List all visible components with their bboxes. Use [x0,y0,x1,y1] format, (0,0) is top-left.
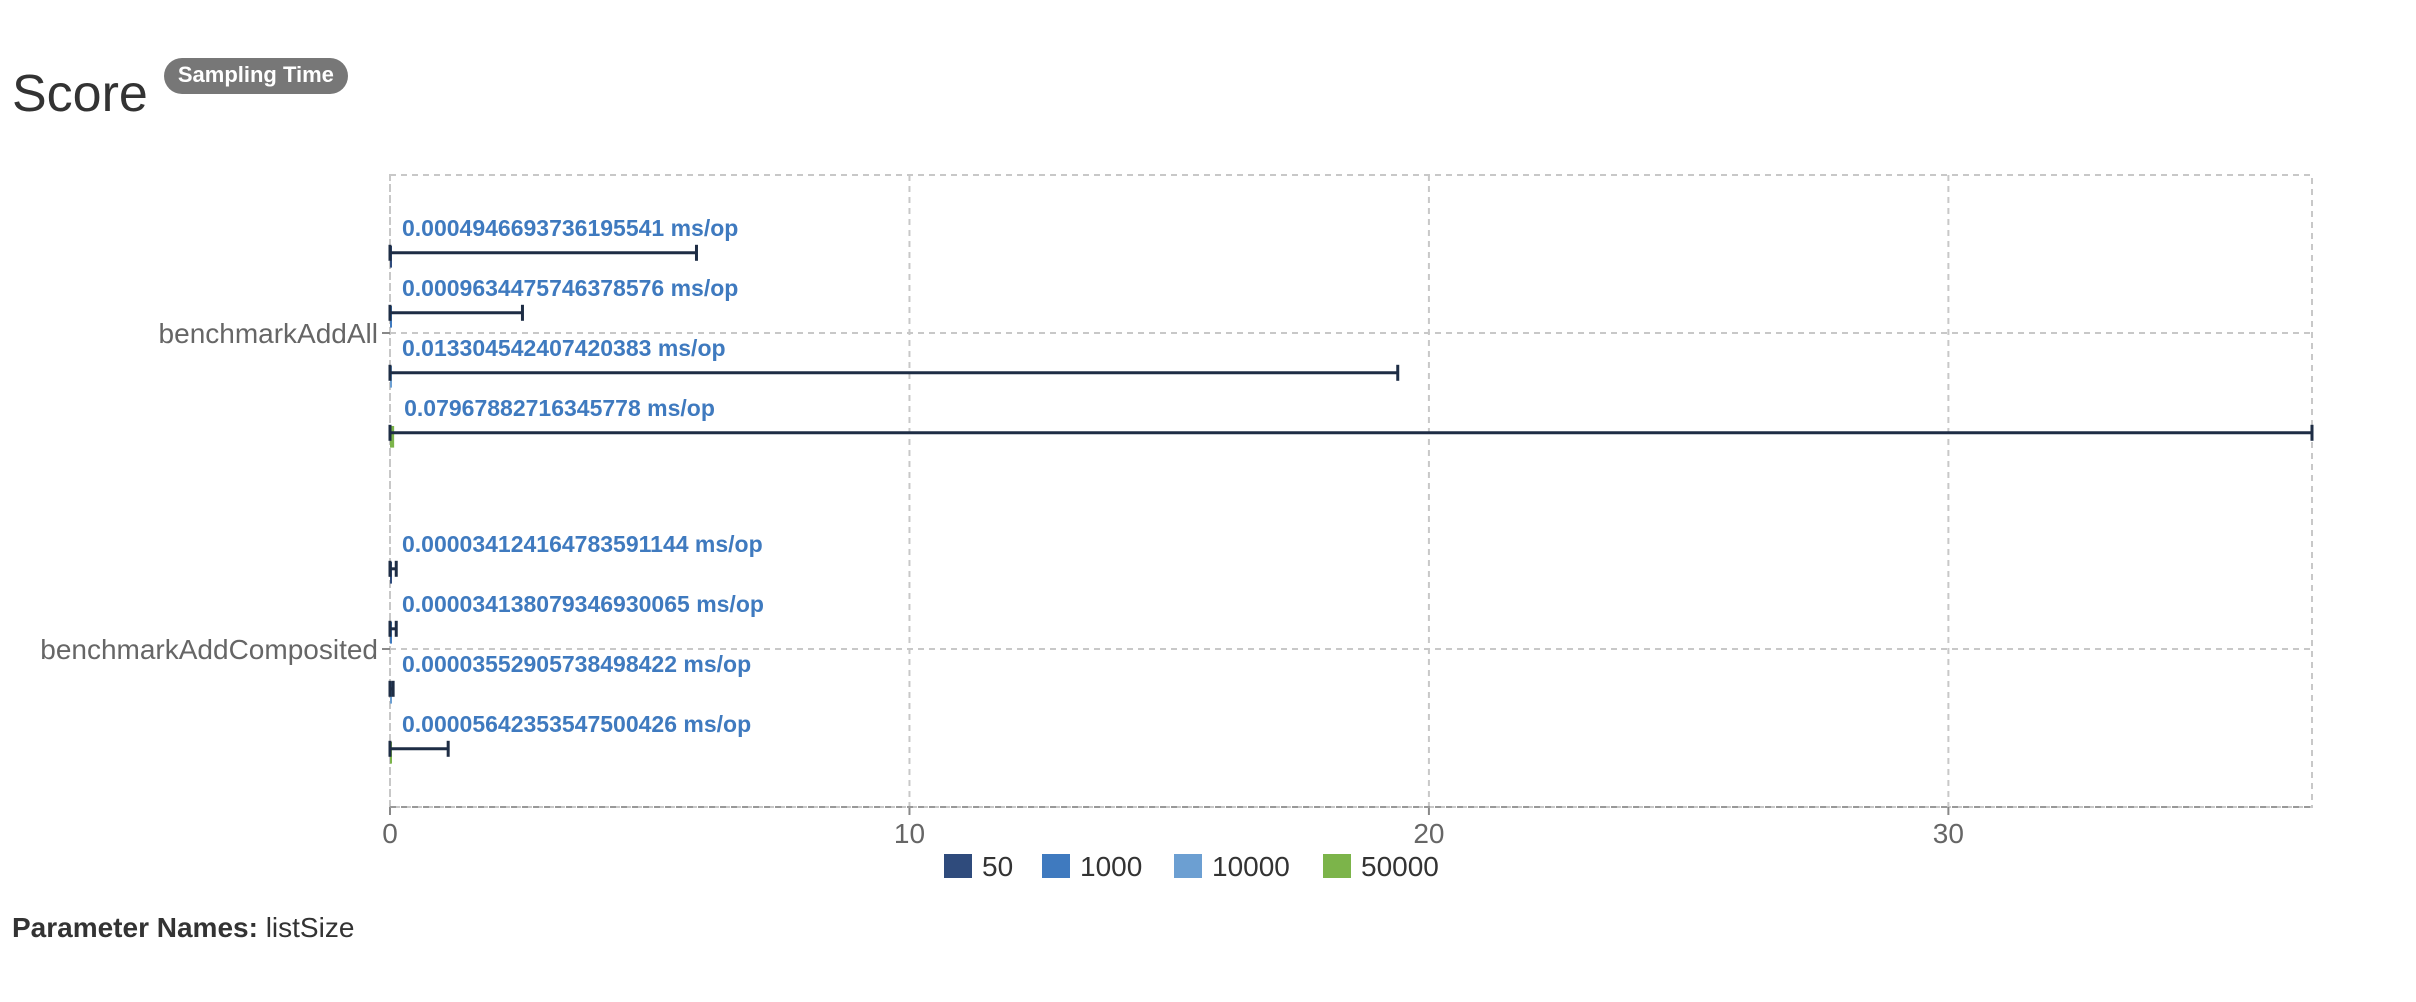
mode-badge: Sampling Time [163,58,348,94]
legend-swatch [1174,854,1202,878]
x-tick-label: 0 [382,818,398,849]
parameter-names-value: listSize [265,912,355,943]
legend-swatch [1042,854,1070,878]
value-label: 0.0004946693736195541 ms/op [402,215,738,241]
x-tick-label: 20 [1413,818,1444,849]
value-label: 0.07967882716345778 ms/op [404,395,715,421]
legend-swatch [944,854,972,878]
legend-label: 50 [982,851,1013,882]
value-label: 0.0009634475746378576 ms/op [402,275,738,301]
value-label: 0.000034124164783591144 ms/op [402,531,763,557]
legend-label: 10000 [1212,851,1290,882]
category-label: benchmarkAddComposited [40,634,378,665]
legend-swatch [1323,854,1351,878]
value-label: 0.013304542407420383 ms/op [402,335,726,361]
value-label: 0.00003552905738498422 ms/op [402,651,751,677]
page-title: Score [12,65,148,123]
x-tick-label: 30 [1933,818,1964,849]
legend-label: 1000 [1080,851,1142,882]
chart-header: Score Sampling Time [12,52,348,130]
parameter-names: Parameter Names: listSize [12,912,354,944]
value-label: 0.000034138079346930065 ms/op [402,591,764,617]
x-tick-label: 10 [894,818,925,849]
legend-label: 50000 [1361,851,1439,882]
bar [390,426,395,448]
score-bar-chart: 0 10 20 30 benchmarkAddAll benchmarkAddCompos… [40,174,2314,882]
category-label: benchmarkAddAll [159,318,378,349]
parameter-names-label: Parameter Names: [12,912,258,943]
value-label: 0.00005642353547500426 ms/op [402,711,751,737]
